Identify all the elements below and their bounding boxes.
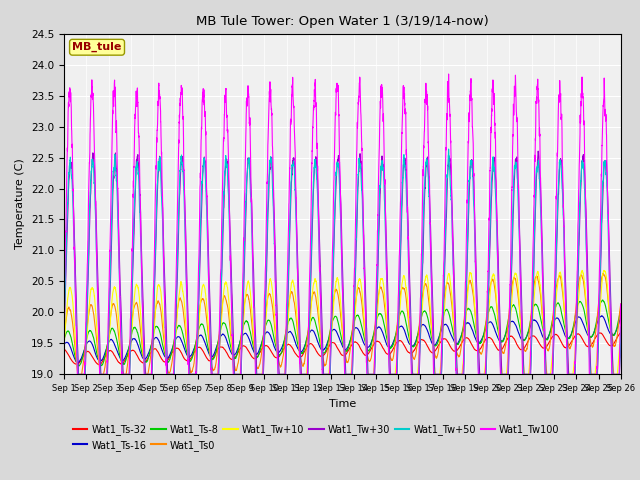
Wat1_Tw+30: [394, 341, 402, 347]
Wat1_Ts-16: [60, 341, 68, 347]
Wat1_Ts-16: [74, 360, 81, 366]
Wat1_Tw+10: [273, 349, 281, 355]
Wat1_Tw+50: [74, 372, 82, 377]
Wat1_Ts-16: [394, 327, 402, 333]
Wat1_Tw+30: [476, 370, 483, 375]
Line: Wat1_Tw+30: Wat1_Tw+30: [64, 151, 621, 374]
X-axis label: Time: Time: [329, 399, 356, 408]
Wat1_Tw+50: [617, 324, 625, 330]
Wat1_Tw+50: [60, 318, 68, 324]
Wat1_Tw+30: [60, 328, 68, 334]
Wat1_Ts0: [617, 301, 625, 307]
Legend: Wat1_Ts-32, Wat1_Ts-16, Wat1_Ts-8, Wat1_Ts0, Wat1_Tw+10, Wat1_Tw+30, Wat1_Tw+50,: Wat1_Ts-32, Wat1_Ts-16, Wat1_Ts-8, Wat1_…: [69, 420, 564, 455]
Wat1_Ts0: [74, 372, 82, 377]
Wat1_Ts-16: [161, 354, 169, 360]
Line: Wat1_Ts-32: Wat1_Ts-32: [64, 333, 621, 365]
Wat1_Tw100: [60, 294, 68, 300]
Wat1_Tw100: [74, 372, 81, 377]
Wat1_Tw+50: [476, 372, 483, 377]
Wat1_Ts-32: [518, 347, 525, 352]
Wat1_Ts0: [273, 345, 281, 350]
Line: Wat1_Ts-8: Wat1_Ts-8: [64, 300, 621, 366]
Wat1_Ts0: [394, 313, 402, 319]
Wat1_Ts0: [600, 271, 607, 276]
Wat1_Tw100: [422, 95, 430, 100]
Wat1_Ts-8: [273, 348, 281, 353]
Wat1_Ts-16: [518, 337, 525, 343]
Wat1_Ts0: [60, 325, 68, 331]
Wat1_Tw+30: [161, 295, 169, 301]
Wat1_Tw+30: [617, 336, 625, 341]
Wat1_Tw+10: [476, 371, 483, 376]
Line: Wat1_Tw100: Wat1_Tw100: [64, 74, 621, 374]
Wat1_Ts-8: [617, 307, 625, 313]
Wat1_Tw+50: [273, 329, 281, 335]
Wat1_Ts-16: [617, 314, 625, 320]
Wat1_Tw100: [617, 303, 625, 309]
Wat1_Ts-8: [476, 341, 483, 347]
Wat1_Ts-32: [617, 330, 625, 336]
Wat1_Ts0: [476, 349, 483, 355]
Wat1_Ts-32: [60, 346, 68, 352]
Wat1_Tw+10: [579, 267, 586, 273]
Wat1_Tw+10: [161, 346, 169, 352]
Line: Wat1_Tw+50: Wat1_Tw+50: [64, 149, 621, 374]
Wat1_Tw+50: [422, 161, 430, 167]
Wat1_Ts-16: [598, 313, 605, 319]
Wat1_Ts-16: [476, 339, 483, 345]
Wat1_Tw+50: [161, 324, 169, 330]
Wat1_Ts-32: [476, 347, 483, 353]
Wat1_Tw100: [476, 372, 483, 377]
Line: Wat1_Ts-16: Wat1_Ts-16: [64, 316, 621, 363]
Wat1_Ts-32: [161, 359, 169, 365]
Wat1_Ts-8: [394, 320, 402, 325]
Wat1_Tw+30: [518, 308, 525, 313]
Wat1_Tw100: [273, 335, 281, 341]
Wat1_Tw+30: [534, 148, 542, 154]
Wat1_Ts-8: [422, 310, 430, 316]
Wat1_Ts-8: [518, 334, 525, 339]
Wat1_Tw100: [445, 71, 452, 77]
Wat1_Tw+10: [60, 342, 68, 348]
Wat1_Ts-8: [599, 297, 607, 303]
Y-axis label: Temperature (C): Temperature (C): [15, 158, 26, 250]
Wat1_Ts0: [518, 332, 525, 337]
Wat1_Ts0: [161, 350, 169, 356]
Wat1_Tw+30: [422, 163, 430, 169]
Wat1_Ts-32: [422, 341, 430, 347]
Wat1_Tw+10: [74, 372, 81, 377]
Wat1_Tw100: [518, 338, 526, 344]
Wat1_Ts-16: [273, 349, 281, 355]
Wat1_Ts-8: [75, 363, 83, 369]
Wat1_Tw+50: [518, 334, 526, 339]
Wat1_Tw100: [394, 305, 402, 311]
Wat1_Tw+10: [422, 273, 430, 279]
Wat1_Ts-16: [422, 325, 430, 331]
Wat1_Ts-32: [273, 355, 281, 360]
Wat1_Tw+10: [617, 330, 625, 336]
Wat1_Ts-32: [95, 362, 103, 368]
Title: MB Tule Tower: Open Water 1 (3/19/14-now): MB Tule Tower: Open Water 1 (3/19/14-now…: [196, 15, 489, 28]
Text: MB_tule: MB_tule: [72, 42, 122, 52]
Line: Wat1_Tw+10: Wat1_Tw+10: [64, 270, 621, 374]
Wat1_Ts-8: [161, 353, 169, 359]
Wat1_Ts-32: [394, 338, 402, 344]
Wat1_Tw+50: [445, 146, 452, 152]
Wat1_Tw100: [161, 330, 169, 336]
Wat1_Tw+10: [394, 336, 402, 342]
Wat1_Ts0: [422, 282, 430, 288]
Wat1_Tw+10: [518, 341, 525, 347]
Wat1_Tw+30: [273, 301, 281, 307]
Line: Wat1_Ts0: Wat1_Ts0: [64, 274, 621, 374]
Wat1_Tw+30: [75, 372, 83, 377]
Wat1_Tw+50: [394, 326, 402, 332]
Wat1_Ts-8: [60, 336, 68, 342]
